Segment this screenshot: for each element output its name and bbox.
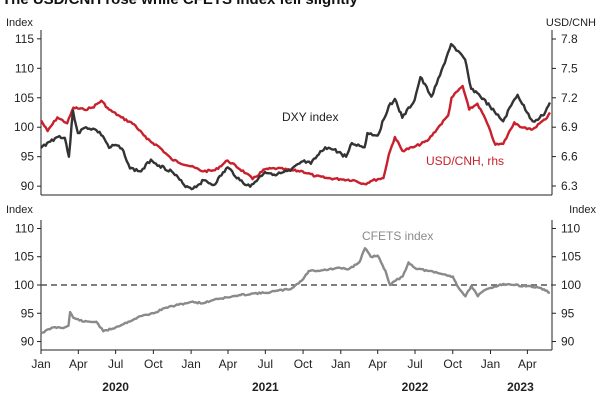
x-tick-label: Jan xyxy=(481,357,500,371)
bottom-right-axis-label: Index xyxy=(569,204,596,216)
top-left-axis-label: Index xyxy=(6,17,33,29)
bottom-right-tick-label: 100 xyxy=(561,278,581,292)
cfets-series-line xyxy=(40,247,551,335)
chart-title: The USD/CNH rose while CFETS index fell … xyxy=(2,0,358,8)
top-left-tick-label: 100 xyxy=(14,120,34,134)
bottom-left-tick-label: 100 xyxy=(14,278,34,292)
x-tick-label: Oct xyxy=(144,357,163,371)
top-left-tick-label: 105 xyxy=(14,91,34,105)
bottom-left-tick-label: 110 xyxy=(15,221,34,235)
top-right-axis-label: USD/CNH xyxy=(546,17,596,29)
x-tick-label: Oct xyxy=(443,357,462,371)
x-tick-label: Apr xyxy=(518,357,537,371)
bottom-right-tick-label: 90 xyxy=(561,335,575,349)
x-year-label: 2020 xyxy=(102,380,129,394)
bottom-left-axis-label: Index xyxy=(6,204,33,216)
top-right-tick-label: 6.6 xyxy=(561,150,578,164)
dxy-series-line xyxy=(40,42,551,191)
x-year-label: 2023 xyxy=(507,380,534,394)
x-tick-label: Apr xyxy=(368,357,387,371)
x-tick-label: Jan xyxy=(31,357,50,371)
bottom-left-tick-label: 95 xyxy=(21,306,35,320)
top-right-tick-label: 6.9 xyxy=(561,120,578,134)
x-year-label: 2022 xyxy=(402,380,429,394)
top-left-tick-label: 90 xyxy=(21,179,35,193)
x-tick-label: Oct xyxy=(294,357,313,371)
bottom-panel: 110 105 100 95 90 110 105 100 95 90 xyxy=(14,220,581,351)
usdcnh-series-line xyxy=(39,84,551,186)
top-right-tick-label: 7.5 xyxy=(561,61,578,75)
x-tick-label: Jul xyxy=(407,357,422,371)
top-right-tick-label: 7.2 xyxy=(561,91,578,105)
top-left-tick-label: 110 xyxy=(15,61,34,75)
top-right-tick-label: 6.3 xyxy=(561,179,578,193)
dxy-series-label: DXY index xyxy=(282,110,338,124)
x-tick-label: Jan xyxy=(331,357,350,371)
x-tick-label: Apr xyxy=(219,357,238,371)
bottom-left-tick-label: 105 xyxy=(14,250,34,264)
bottom-right-tick-label: 110 xyxy=(561,221,580,235)
bottom-right-tick-label: 105 xyxy=(561,250,581,264)
top-panel: 115 110 105 100 95 90 7.8 7.5 7.2 6.9 6.6 6.3 xyxy=(14,30,578,196)
top-left-tick-label: 95 xyxy=(21,150,35,164)
top-left-tick-label: 115 xyxy=(15,32,34,46)
x-tick-label: Apr xyxy=(69,357,88,371)
x-axis: Jan Apr Jul Oct Jan Apr Jul Oct Jan Apr Jul Oct Jan A… xyxy=(31,350,537,394)
x-tick-label: Jan xyxy=(181,357,200,371)
cfets-series-label: CFETS index xyxy=(362,229,433,243)
usdcnh-series-label: USD/CNH, rhs xyxy=(426,154,504,168)
top-right-tick-label: 7.8 xyxy=(561,32,578,46)
bottom-left-tick-label: 90 xyxy=(21,335,35,349)
x-year-label: 2021 xyxy=(252,380,279,394)
x-tick-label: Jul xyxy=(108,357,123,371)
x-tick-label: Jul xyxy=(258,357,273,371)
bottom-right-tick-label: 95 xyxy=(561,306,575,320)
